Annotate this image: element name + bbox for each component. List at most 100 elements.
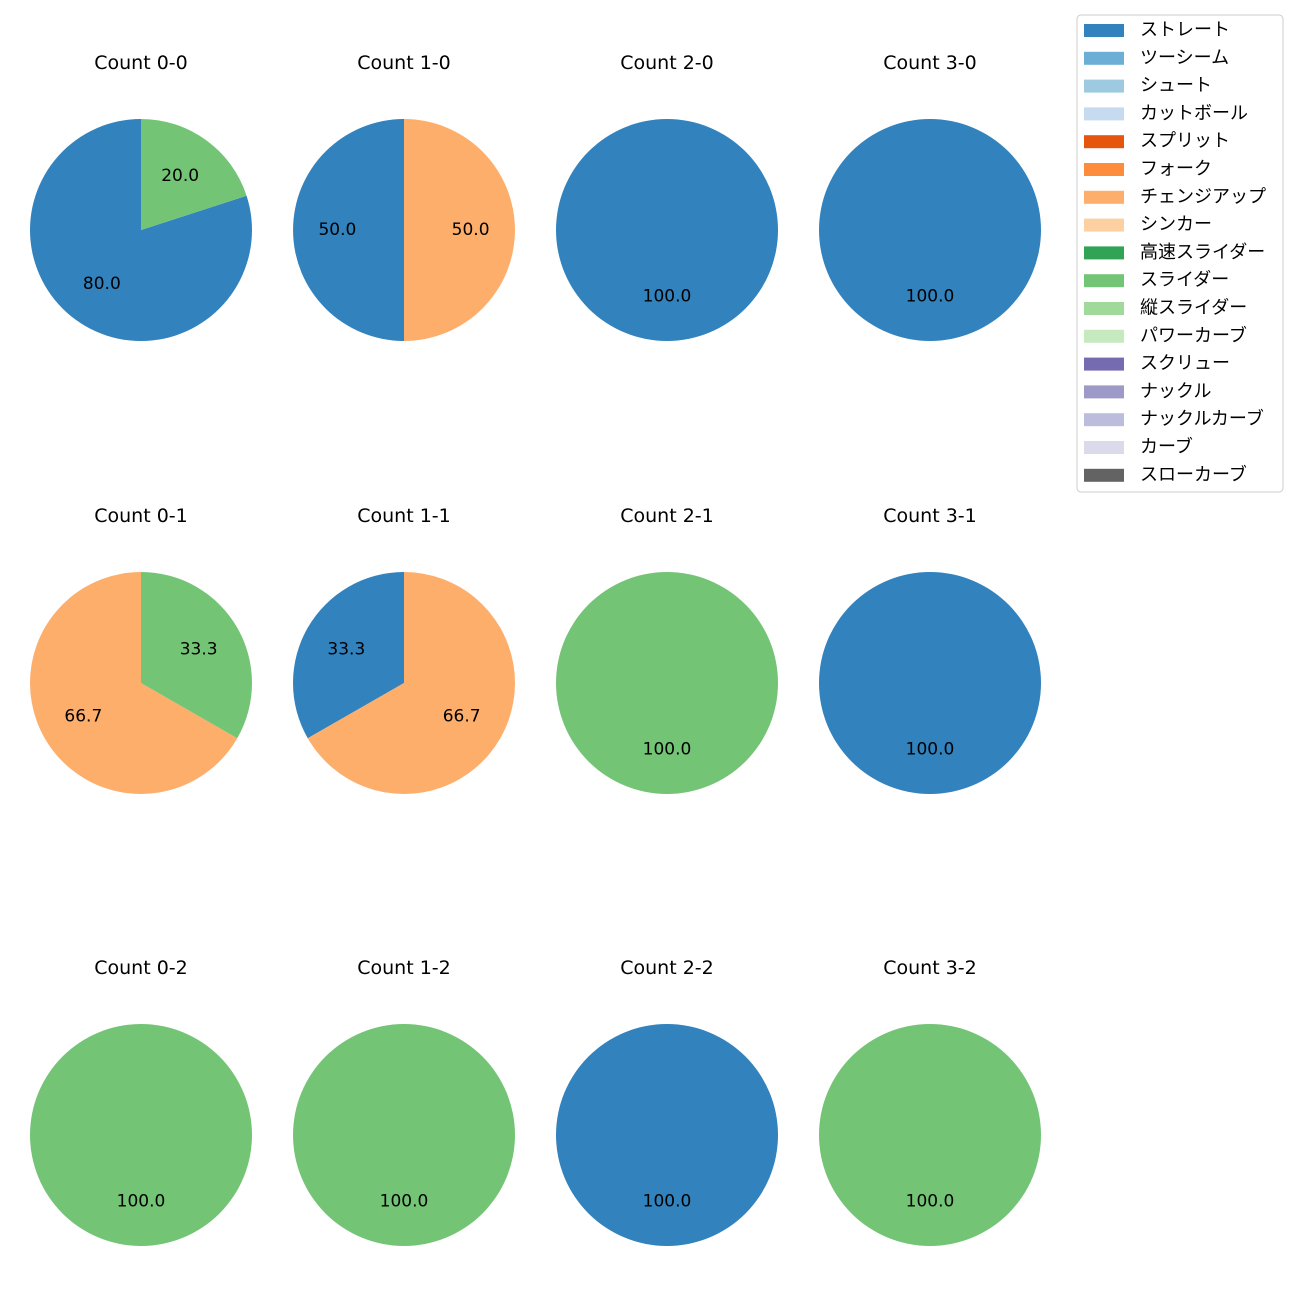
pie-count-0-0: Count 0-0 80.0 20.0	[30, 52, 253, 342]
pie-slice	[141, 572, 252, 739]
pie-title: Count 3-2	[883, 957, 977, 979]
legend-swatch	[1084, 163, 1124, 176]
legend-item: カーブ	[1084, 436, 1193, 458]
legend-label: カットボール	[1140, 103, 1248, 124]
pie-slice-label: 66.7	[64, 706, 102, 726]
pie-slice	[307, 572, 515, 795]
legend-item: スクリュー	[1084, 353, 1230, 374]
legend: ストレートツーシームシュートカットボールスプリットフォークチェンジアップシンカー…	[1076, 14, 1284, 493]
legend-item: スローカーブ	[1084, 463, 1247, 485]
legend-label: シュート	[1140, 75, 1212, 96]
legend-label: スプリット	[1140, 131, 1230, 152]
pie-slice-label: 100.0	[643, 1192, 692, 1212]
pie-count-2-1: Count 2-1 100.0	[556, 505, 778, 794]
pie-count-3-2: Count 3-2 100.0	[819, 957, 1041, 1246]
pie-count-1-2: Count 1-2 100.0	[293, 957, 515, 1246]
pie-slice	[819, 119, 1041, 341]
pie-slice	[556, 572, 778, 794]
legend-item: チェンジアップ	[1084, 186, 1266, 207]
legend-swatch	[1084, 24, 1124, 37]
legend-swatch	[1084, 441, 1124, 454]
legend-swatch	[1084, 329, 1124, 343]
pie-count-2-2: Count 2-2 100.0	[556, 957, 778, 1246]
legend-label: ツーシーム	[1140, 47, 1229, 68]
legend-label: スライダー	[1140, 270, 1229, 291]
pie-title: Count 2-2	[620, 957, 714, 979]
pie-slice-label: 50.0	[318, 220, 356, 240]
pie-count-0-1: Count 0-1 66.7 33.3	[29, 505, 252, 794]
pie-count-2-0: Count 2-0 100.0	[556, 52, 778, 341]
pie-slice	[29, 572, 238, 794]
pie-title: Count 2-1	[620, 505, 714, 527]
pie-slice-label: 100.0	[906, 287, 955, 307]
legend-swatch	[1084, 246, 1124, 260]
pie-slice	[30, 1024, 252, 1246]
legend-item: 高速スライダー	[1084, 242, 1265, 263]
legend-item: ナックル	[1084, 381, 1211, 402]
pie-slice	[819, 1024, 1041, 1246]
pie-slice-label: 100.0	[643, 287, 692, 307]
legend-item: シンカー	[1084, 214, 1212, 235]
legend-swatch	[1084, 135, 1124, 149]
pie-title: Count 1-1	[357, 505, 451, 527]
pie-count-1-0: Count 1-0 50.0 50.0	[293, 52, 515, 341]
pie-slice-label: 66.7	[443, 706, 481, 726]
pie-slice	[404, 119, 515, 341]
pie-slice-label: 50.0	[452, 220, 490, 240]
legend-swatch	[1084, 79, 1124, 93]
pie-slice-label: 100.0	[380, 1192, 429, 1212]
pie-count-0-2: Count 0-2 100.0	[30, 957, 252, 1246]
pie-slice-label: 33.3	[327, 640, 365, 660]
pie-count-1-1: Count 1-1 33.3 66.7	[293, 505, 515, 795]
pie-title: Count 0-0	[94, 52, 188, 74]
legend-label: スローカーブ	[1140, 463, 1247, 485]
legend-label: 高速スライダー	[1140, 242, 1265, 263]
legend-swatch	[1084, 190, 1124, 204]
pie-count-3-0: Count 3-0 100.0	[819, 52, 1041, 341]
legend-swatch	[1084, 413, 1124, 427]
pie-slice	[556, 119, 778, 341]
pie-slice-label: 100.0	[906, 740, 955, 760]
pie-slice	[293, 1024, 515, 1246]
legend-label: ナックル	[1140, 381, 1211, 402]
pie-slice	[819, 572, 1041, 794]
pie-slice-label: 33.3	[180, 640, 218, 660]
pie-title: Count 3-0	[883, 52, 977, 74]
pie-title: Count 1-0	[357, 52, 451, 74]
pie-slice-label: 100.0	[117, 1192, 166, 1212]
pie-title: Count 1-2	[357, 957, 451, 979]
legend-label: パワーカーブ	[1140, 324, 1247, 346]
legend-swatch	[1084, 385, 1124, 399]
legend-swatch	[1084, 357, 1124, 371]
legend-item: カットボール	[1084, 103, 1248, 124]
legend-item: 縦スライダー	[1084, 298, 1247, 319]
pie-title: Count 0-2	[94, 957, 188, 979]
legend-item: シュート	[1084, 75, 1212, 96]
legend-swatch	[1084, 302, 1124, 315]
pie-title: Count 0-1	[94, 505, 188, 527]
legend-label: ナックルカーブ	[1140, 408, 1264, 430]
legend-item: フォーク	[1084, 159, 1212, 180]
pie-slice	[30, 119, 253, 342]
legend-swatch	[1084, 274, 1124, 288]
legend-swatch	[1084, 218, 1124, 232]
legend-item: ストレート	[1084, 20, 1230, 41]
pie-slice-label: 100.0	[643, 740, 692, 760]
legend-label: ストレート	[1140, 20, 1230, 41]
pie-slice	[556, 1024, 778, 1246]
pie-slice-label: 100.0	[906, 1192, 955, 1212]
legend-item: パワーカーブ	[1084, 324, 1247, 346]
legend-item: ツーシーム	[1084, 47, 1229, 68]
pie-slice-label: 20.0	[161, 166, 199, 186]
legend-item: ナックルカーブ	[1084, 408, 1264, 430]
pie-count-3-1: Count 3-1 100.0	[819, 505, 1041, 794]
pie-title: Count 3-1	[883, 505, 977, 527]
pie-slice-label: 80.0	[83, 274, 121, 294]
legend-label: フォーク	[1140, 159, 1212, 180]
legend-item: スライダー	[1084, 270, 1229, 291]
pie-title: Count 2-0	[620, 52, 714, 74]
legend-frame	[1076, 14, 1284, 493]
legend-label: スクリュー	[1140, 353, 1230, 374]
legend-swatch	[1084, 468, 1124, 482]
